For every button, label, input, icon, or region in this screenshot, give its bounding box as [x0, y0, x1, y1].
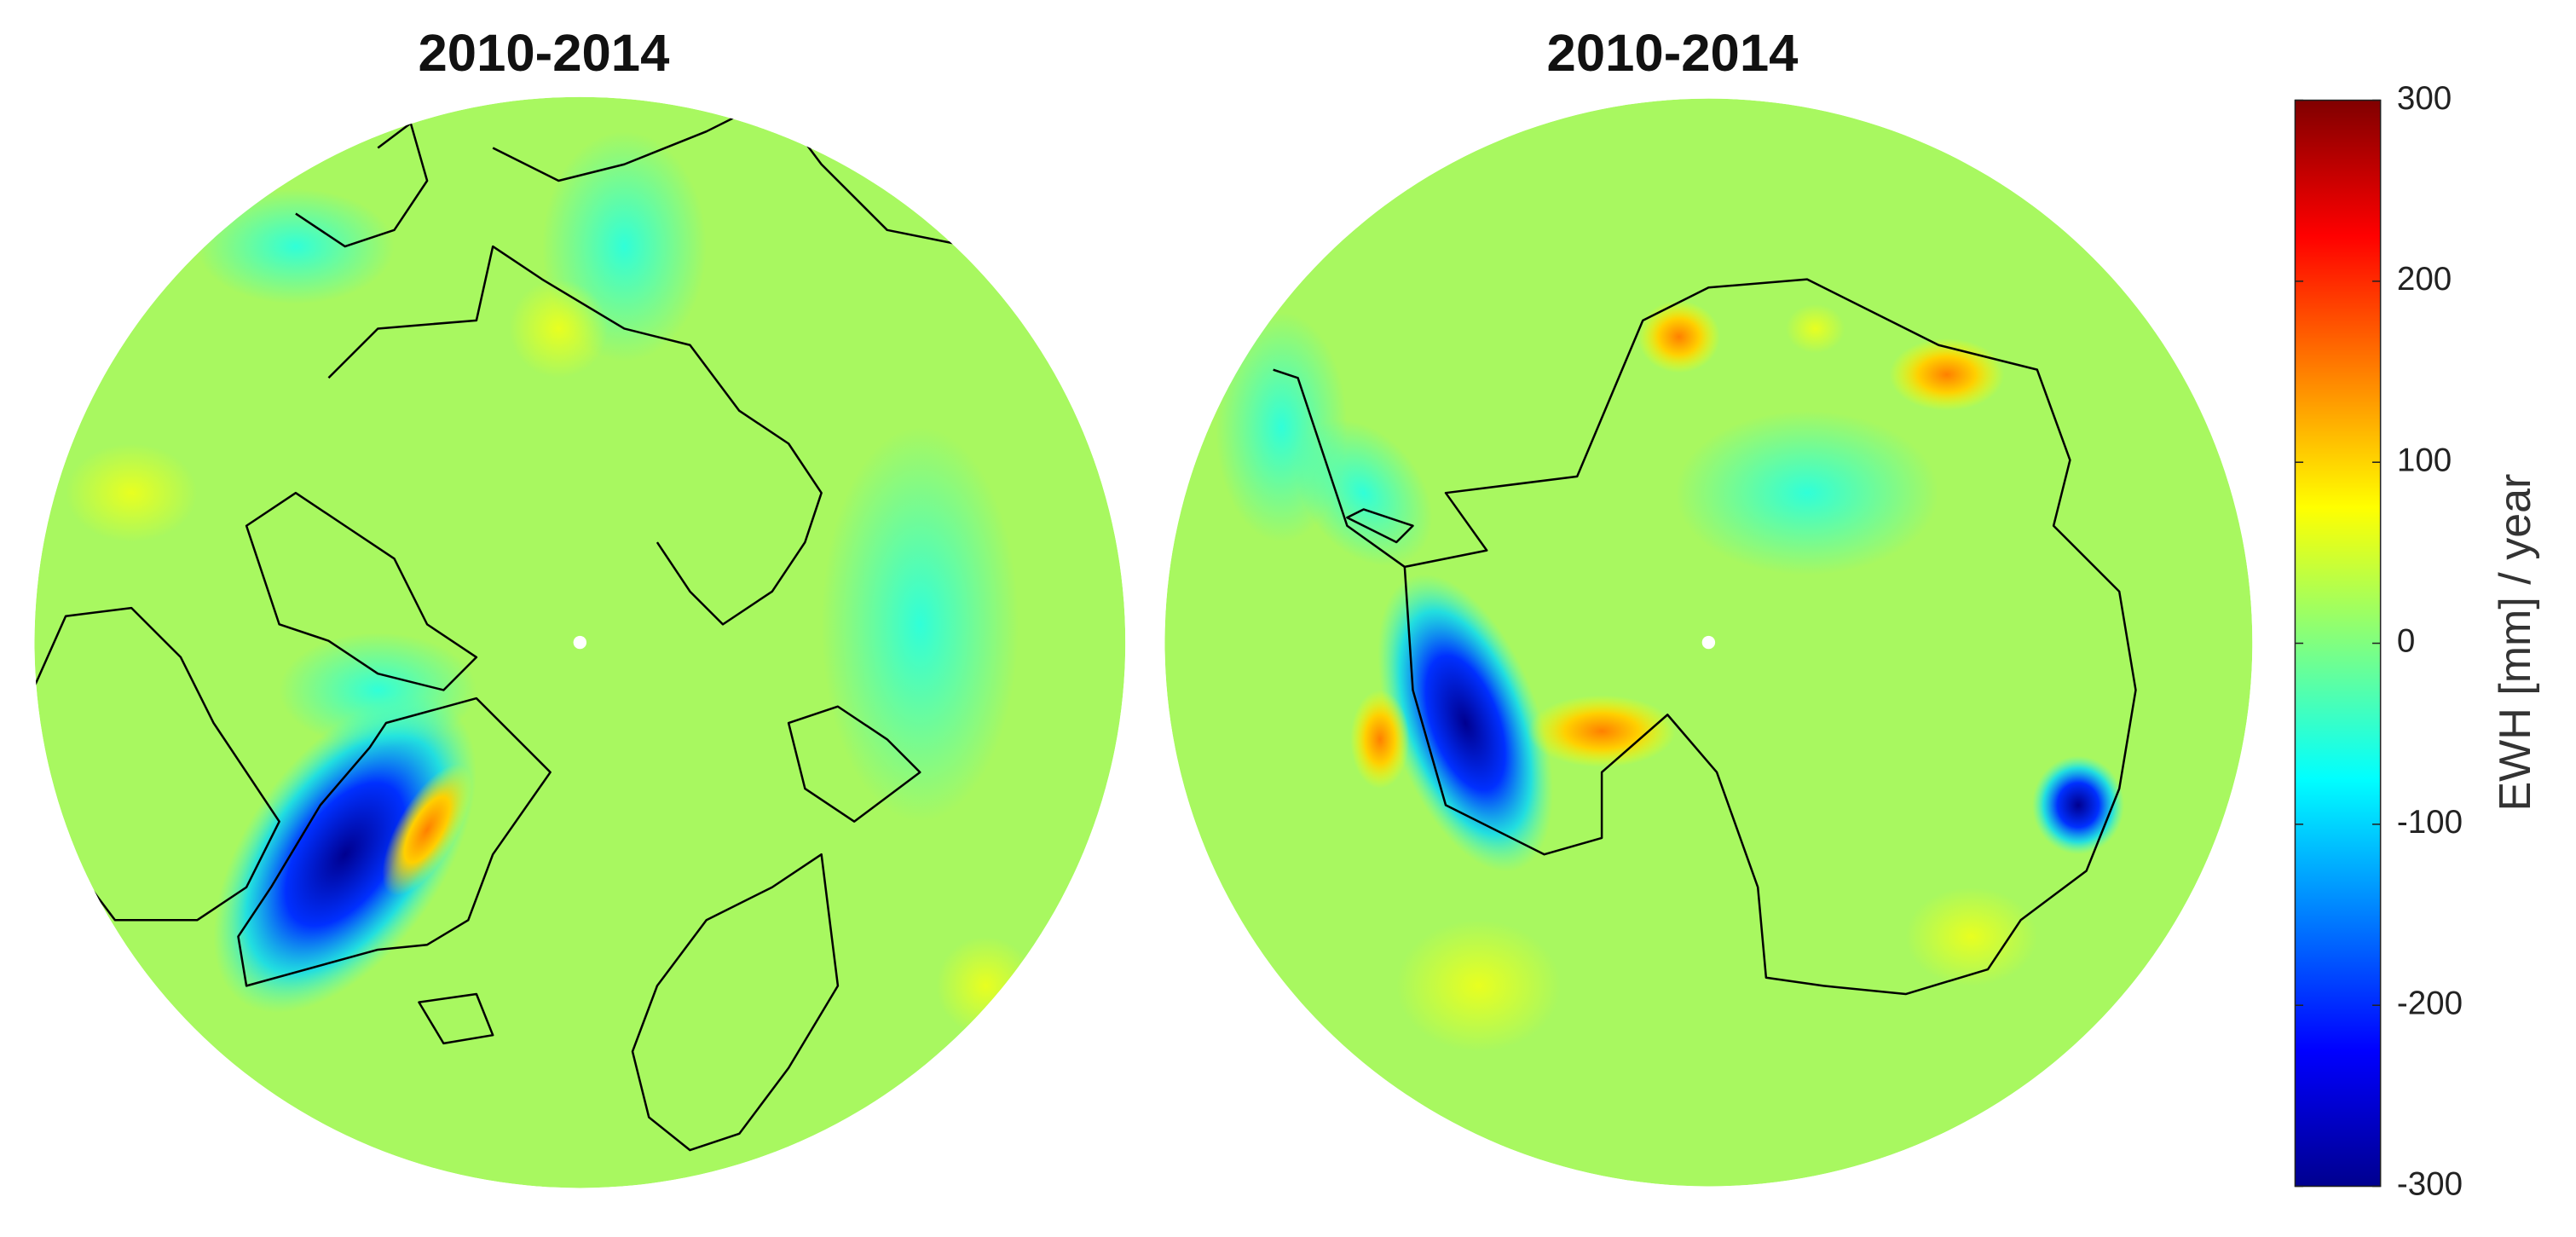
colorbar-tick-label: 100 [2397, 442, 2452, 478]
antarctic-map [1164, 98, 2253, 1187]
colorbar-tick-label: 300 [2397, 80, 2452, 117]
colorbar-tick-label: -300 [2397, 1166, 2463, 1203]
colorbar-tick-label: 0 [2397, 623, 2415, 660]
colorbar-tick-label: -200 [2397, 985, 2463, 1021]
colorbar-label: EWH [mm] / year [2491, 474, 2540, 812]
arctic-map [34, 96, 1126, 1188]
map-title: 2010-2014 [1547, 24, 1799, 83]
colorbar-tick-label: 200 [2397, 261, 2452, 298]
map-title: 2010-2014 [419, 24, 670, 83]
maps: 2010-2014 2010-2014 [34, 24, 2540, 1203]
colorbar-tick-label: -100 [2397, 804, 2463, 841]
colorbar [2294, 99, 2382, 1188]
